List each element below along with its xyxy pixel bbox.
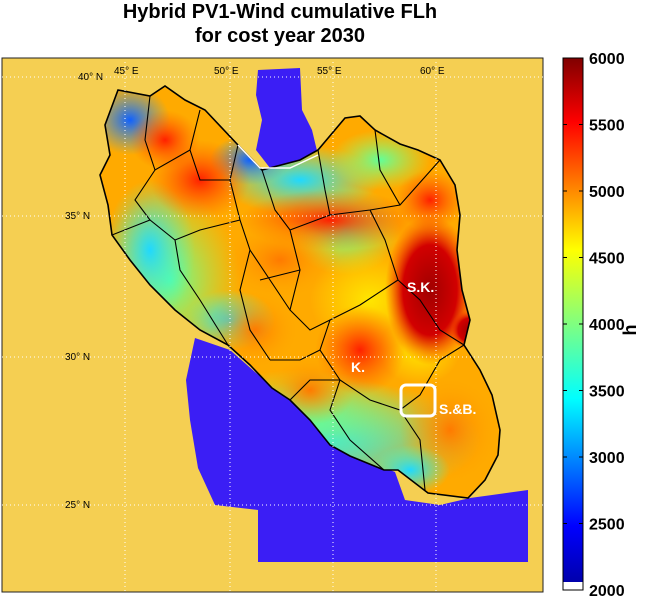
colorbar-unit-label: h [620,325,640,336]
colorbar-min-cell [563,582,583,590]
colorbar-tick-label: 5000 [589,184,625,201]
lon-label-60: 60° E [420,66,445,77]
chart-title-line2: for cost year 2030 [194,25,366,47]
caspian-coastline [237,144,319,169]
lat-label-30: 30° N [65,352,90,363]
lon-label-50: 50° E [214,66,239,77]
colorbar-ticks: 6000 5500 5000 4500 4000 3500 3000 2500 2000 [563,51,625,600]
region-label-k: K. [351,359,365,375]
lat-label-35: 35° N [65,211,90,222]
caspian-sea [256,68,318,170]
chart-title-line1: Hybrid PV1-Wind cumulative FLh [122,1,438,23]
colorbar-tick-label: 2500 [589,517,625,534]
lon-label-45: 45° E [114,66,139,77]
region-label-sb: S.&B. [439,401,476,417]
region-label-sk: S.K. [407,279,434,295]
province-borders [111,95,465,491]
persian-gulf [186,338,528,562]
colorbar-tick-label: 2000 [589,583,625,600]
graticule [2,62,543,592]
colorbar-tick-label: 6000 [589,51,625,68]
colorbar-tick-label: 3500 [589,384,625,401]
lon-label-55: 55° E [317,66,342,77]
highlight-box [399,383,437,418]
lat-label-25: 25° N [65,500,90,511]
iran-outline [99,85,501,499]
colorbar-tick-label: 3000 [589,450,625,467]
colorbar [563,58,583,590]
lat-label-40: 40° N [78,72,103,83]
colorbar-tick-label: 4500 [589,251,625,268]
colorbar-tick-label: 5500 [589,118,625,135]
colorbar-tick-label: 4000 [589,317,625,334]
